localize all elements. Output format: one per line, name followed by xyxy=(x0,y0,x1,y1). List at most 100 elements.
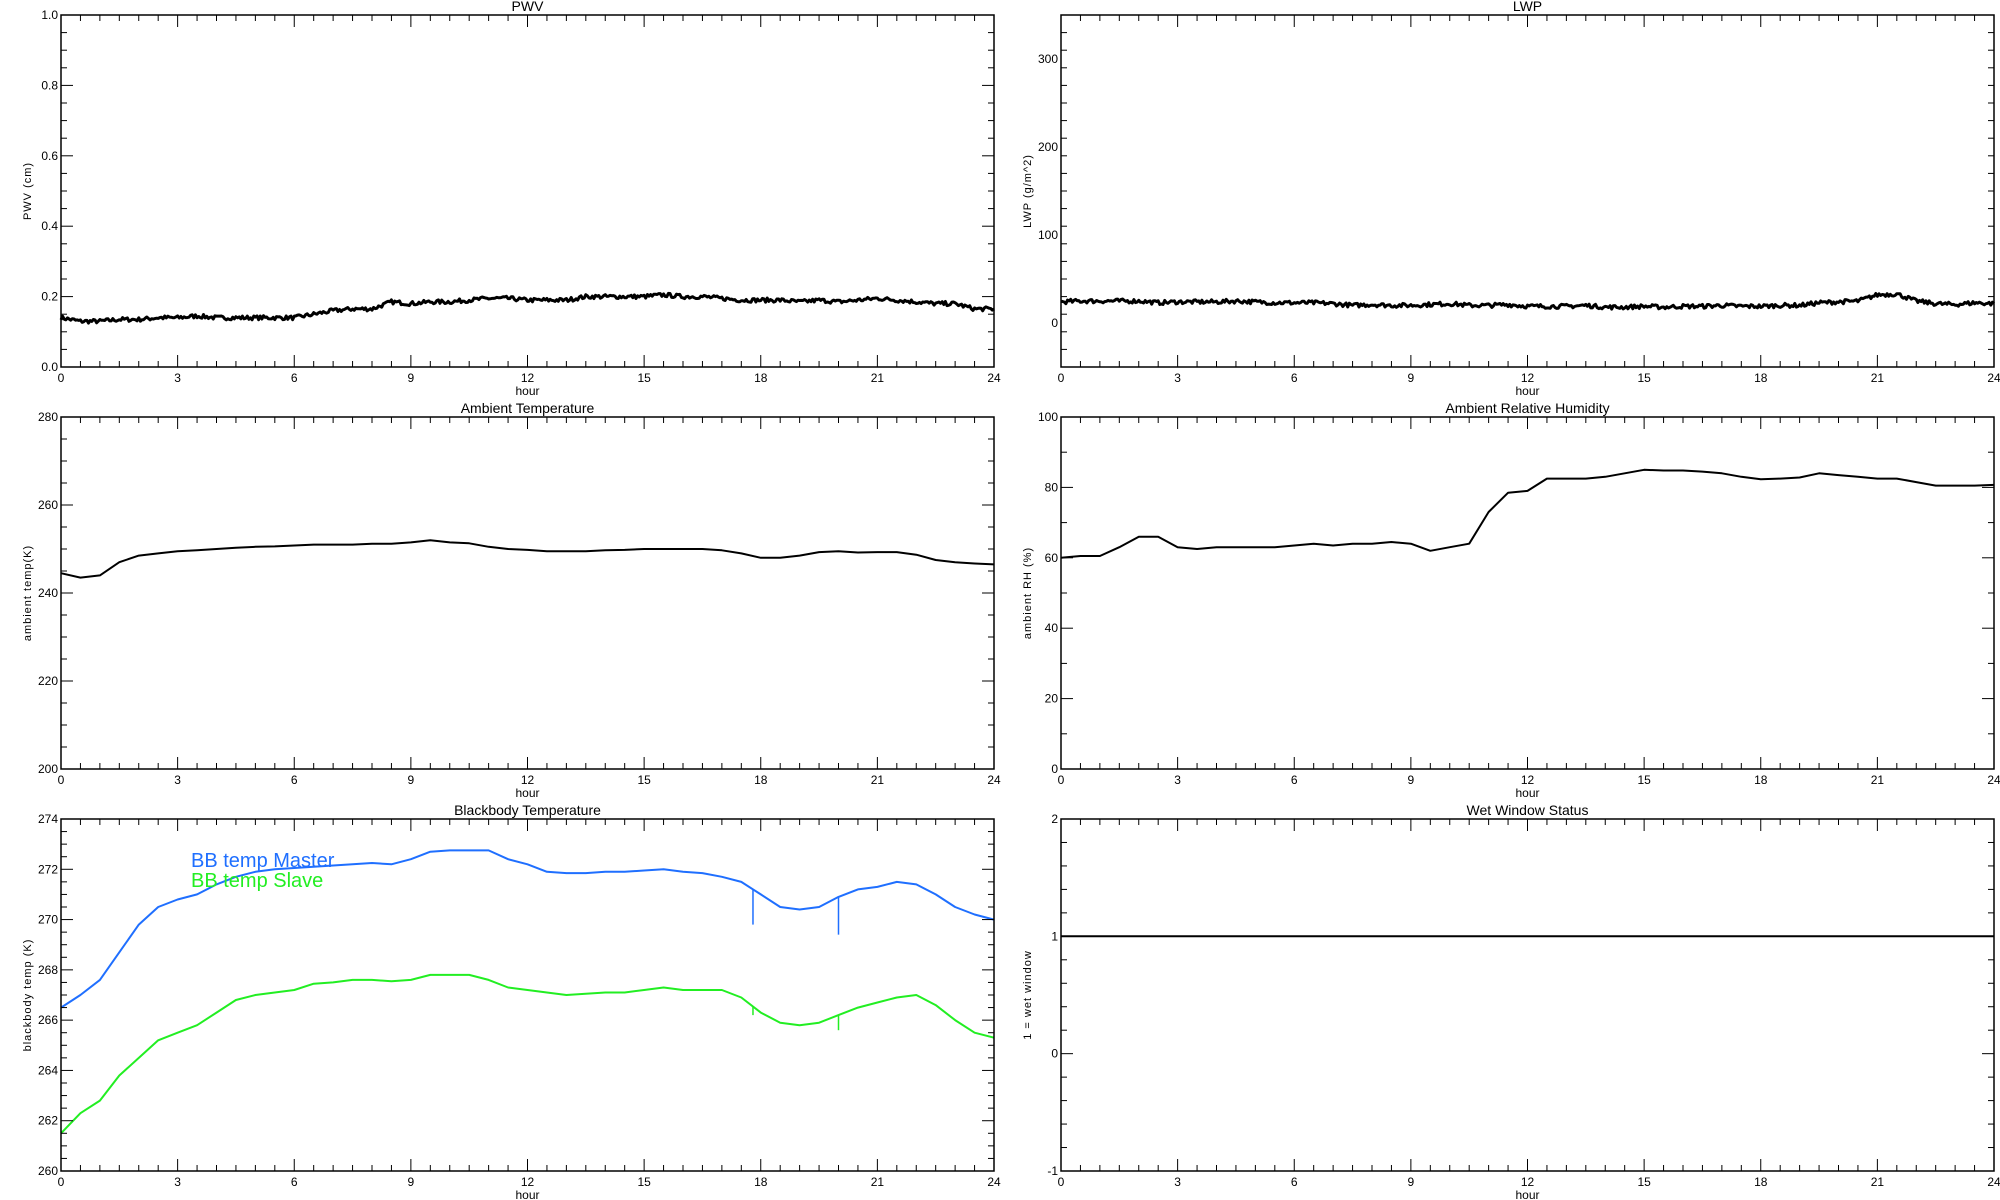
y-tick-label: 2 xyxy=(1051,812,1058,826)
y-tick-label: 1.0 xyxy=(41,8,58,22)
plot-title: Wet Window Status xyxy=(1467,802,1589,818)
x-tick-label: 6 xyxy=(1291,773,1298,787)
x-tick-label: 3 xyxy=(174,1175,181,1189)
x-tick-label: 15 xyxy=(637,371,651,385)
panel-lwp: LWP 0 3 6 9 12 15 18 21 24 hour 0 100 200 300 LWP (g/m^… xyxy=(1022,0,2000,398)
plot-frame xyxy=(60,416,995,770)
y-axis-label: ambient RH (%) xyxy=(1022,547,1034,639)
x-tick-label: 18 xyxy=(754,1175,768,1189)
x-tick-label: 24 xyxy=(987,371,1001,385)
y-tick-label: 100 xyxy=(1038,228,1058,242)
y-tick-label: 100 xyxy=(1038,410,1058,424)
y-axis-label: 1 = wet window xyxy=(1022,950,1034,1040)
x-axis-label: hour xyxy=(515,1188,539,1200)
x-tick-label: 3 xyxy=(1174,773,1181,787)
x-tick-label: 24 xyxy=(1987,773,2000,787)
y-tick-label: 200 xyxy=(38,762,58,776)
x-tick-label: 18 xyxy=(1754,371,1768,385)
y-axis-label: PWV (cm) xyxy=(22,162,34,220)
plot-frame xyxy=(1060,416,1995,770)
y-tick-label: 270 xyxy=(38,913,58,927)
y-tick-label: 274 xyxy=(38,812,58,826)
y-tick-label: 40 xyxy=(1045,621,1059,635)
legend-entry: BB temp Slave xyxy=(191,870,323,892)
x-tick-label: 3 xyxy=(174,773,181,787)
x-tick-label: 0 xyxy=(58,371,65,385)
x-tick-label: 0 xyxy=(1058,1175,1065,1189)
y-tick-label: 0 xyxy=(1051,762,1058,776)
plot-frame xyxy=(1060,818,1995,1172)
x-tick-label: 3 xyxy=(1174,1175,1181,1189)
y-tick-label: -1 xyxy=(1047,1164,1058,1178)
x-axis-label: hour xyxy=(1515,384,1539,398)
y-tick-label: 220 xyxy=(38,674,58,688)
y-tick-label: 266 xyxy=(38,1013,58,1027)
plot-title: Blackbody Temperature xyxy=(454,802,601,818)
x-tick-label: 24 xyxy=(987,773,1001,787)
x-tick-label: 21 xyxy=(871,371,885,385)
plot-title: Ambient Temperature xyxy=(461,400,595,416)
x-tick-label: 12 xyxy=(1521,1175,1535,1189)
x-tick-label: 24 xyxy=(1987,371,2000,385)
series-line-lwp xyxy=(1060,292,1995,311)
x-tick-label: 15 xyxy=(637,773,651,787)
x-tick-label: 18 xyxy=(1754,773,1768,787)
x-tick-label: 9 xyxy=(1408,371,1415,385)
x-tick-label: 0 xyxy=(1058,371,1065,385)
x-tick-label: 15 xyxy=(1637,773,1651,787)
x-tick-label: 21 xyxy=(1871,773,1885,787)
x-tick-label: 12 xyxy=(521,773,535,787)
x-tick-label: 9 xyxy=(408,773,415,787)
panel-pwv: PWV 0 3 6 9 12 15 18 21 24 hour 0.0 0.2 0.4 0.6 0.8 1.0 P… xyxy=(22,0,1001,398)
series-line-ambient-rh xyxy=(1060,468,1995,559)
y-tick-label: 0.8 xyxy=(41,78,58,92)
x-axis-label: hour xyxy=(1515,786,1539,800)
x-tick-label: 21 xyxy=(871,1175,885,1189)
x-axis-label: hour xyxy=(515,384,539,398)
series-line-bb-temp-slave xyxy=(60,973,995,1134)
x-axis-label: hour xyxy=(515,786,539,800)
y-tick-label: 262 xyxy=(38,1114,58,1128)
y-tick-label: 0.6 xyxy=(41,149,58,163)
plot-frame xyxy=(1060,14,1995,368)
panel-blackbody-temp: Blackbody Temperature 0 3 6 9 12 15 18 21 24 hour 2… xyxy=(22,802,1001,1200)
x-tick-label: 0 xyxy=(1058,773,1065,787)
x-tick-label: 15 xyxy=(1637,1175,1651,1189)
series-line-ambient-temp xyxy=(60,539,995,579)
x-tick-label: 15 xyxy=(1637,371,1651,385)
legend-entry: BB temp Master xyxy=(191,850,335,872)
y-axis-label: LWP (g/m^2) xyxy=(1022,154,1034,228)
x-tick-label: 6 xyxy=(291,773,298,787)
x-tick-label: 21 xyxy=(1871,1175,1885,1189)
x-tick-label: 24 xyxy=(987,1175,1001,1189)
y-tick-label: 280 xyxy=(38,410,58,424)
y-tick-label: 264 xyxy=(38,1063,58,1077)
series-line-pwv xyxy=(59,291,995,325)
y-tick-label: 0 xyxy=(1051,1047,1058,1061)
x-tick-label: 12 xyxy=(521,371,535,385)
y-tick-label: 268 xyxy=(38,963,58,977)
y-axis-label: blackbody temp (K) xyxy=(22,939,34,1052)
x-tick-label: 21 xyxy=(1871,371,1885,385)
y-tick-label: 0.0 xyxy=(41,360,58,374)
y-tick-label: 260 xyxy=(38,1164,58,1178)
plot-frame xyxy=(60,14,995,368)
x-tick-label: 6 xyxy=(291,1175,298,1189)
x-tick-label: 9 xyxy=(408,371,415,385)
plot-title: PWV xyxy=(512,0,545,14)
x-tick-label: 9 xyxy=(408,1175,415,1189)
y-tick-label: 240 xyxy=(38,586,58,600)
x-tick-label: 21 xyxy=(871,773,885,787)
y-tick-label: 80 xyxy=(1045,480,1059,494)
y-tick-label: 1 xyxy=(1051,929,1058,943)
y-tick-label: 272 xyxy=(38,862,58,876)
x-tick-label: 0 xyxy=(58,1175,65,1189)
x-tick-label: 18 xyxy=(754,773,768,787)
panel-ambient-temp: Ambient Temperature 0 3 6 9 12 15 18 21 24 hour 200… xyxy=(22,400,1001,800)
series-line-bb-temp-master xyxy=(60,849,995,1009)
plot-title: Ambient Relative Humidity xyxy=(1445,400,1609,416)
x-tick-label: 15 xyxy=(637,1175,651,1189)
y-tick-label: 300 xyxy=(1038,52,1058,66)
